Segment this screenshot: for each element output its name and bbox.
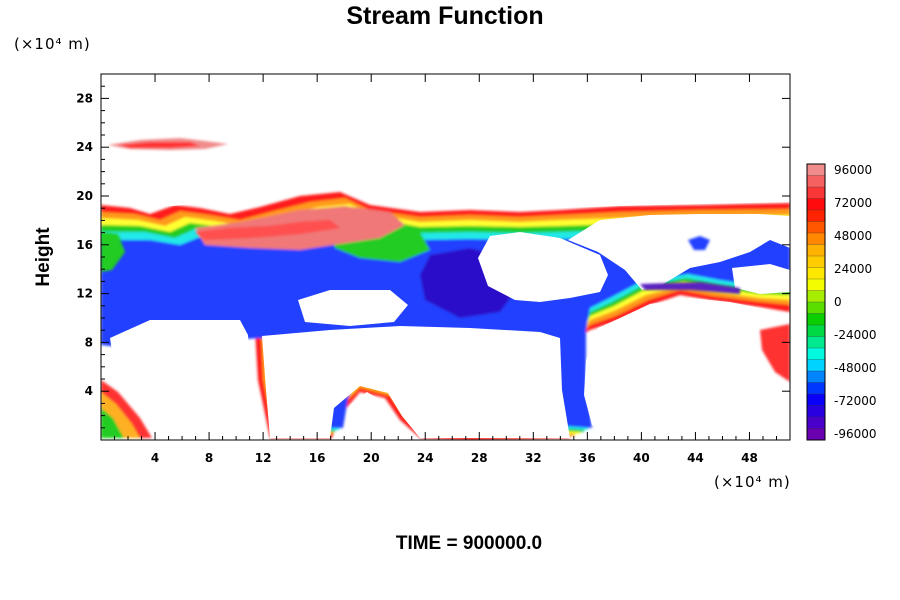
colorbar-level <box>806 221 826 234</box>
colorbar-level <box>806 232 826 245</box>
x-tick-label: 8 <box>205 451 213 465</box>
contour-purple-strip-mid <box>640 282 740 294</box>
contour-upper-red-streak <box>195 220 340 240</box>
y-tick-label: 8 <box>85 335 93 349</box>
x-axis: 4 8 12 16 20 24 28 32 36 40 44 48 <box>114 74 777 465</box>
time-footer: TIME = 900000.0 <box>396 533 542 554</box>
colorbar-level <box>806 405 826 418</box>
colorbar: 96000 72000 48000 24000 0 -24000 -48000 -72000 -… <box>806 163 877 441</box>
contour-band-blue <box>101 223 790 428</box>
colorbar-level <box>806 175 826 188</box>
colorbar-label: -96000 <box>834 427 877 441</box>
void-right-upper-bubble <box>568 214 790 290</box>
colorbar-level <box>806 198 826 211</box>
colorbar-level <box>806 324 826 337</box>
colorbar-level <box>806 244 826 257</box>
y-unit-label: (×10⁴ m) <box>14 35 91 53</box>
colorbar-level <box>806 278 826 291</box>
colorbar-level <box>806 186 826 199</box>
void-left-lower <box>110 320 252 438</box>
void-center-pocket <box>343 392 394 438</box>
colorbar-level <box>806 290 826 303</box>
colorbar-level <box>806 267 826 280</box>
colorbar-level <box>806 370 826 383</box>
colorbar-level <box>806 347 826 360</box>
colorbar-level <box>806 359 826 372</box>
colorbar-level <box>806 336 826 349</box>
contour-red-lobe-right <box>760 324 790 382</box>
colorbar-label: 96000 <box>834 163 872 177</box>
colorbar-label: -48000 <box>834 361 877 375</box>
colorbar-level <box>806 416 826 429</box>
y-tick-label: 28 <box>76 91 93 105</box>
y-axis-title: Height <box>33 227 54 287</box>
void-left-pocket <box>298 290 408 326</box>
x-tick-label: 28 <box>471 451 488 465</box>
x-tick-label: 16 <box>309 451 326 465</box>
colorbar-label: -24000 <box>834 328 877 342</box>
colorbar-level <box>806 313 826 326</box>
y-tick-label: 4 <box>85 384 93 398</box>
colorbar-label: 72000 <box>834 196 872 210</box>
white-voids <box>101 74 790 438</box>
x-tick-label: 12 <box>255 451 272 465</box>
void-upper-region <box>101 74 790 210</box>
colorbar-frame <box>806 163 826 441</box>
chart-title: Stream Function <box>346 2 543 30</box>
x-unit-label: (×10⁴ m) <box>714 473 791 491</box>
y-tick-label: 16 <box>76 238 93 252</box>
colorbar-level <box>806 209 826 222</box>
y-tick-label: 24 <box>76 140 93 154</box>
void-center-lower <box>262 326 570 438</box>
y-tick-label: 20 <box>76 189 93 203</box>
y-tick-label: 12 <box>76 287 93 301</box>
colorbar-level <box>806 163 826 176</box>
stream-function-field <box>101 74 790 440</box>
colorbar-level <box>806 382 826 395</box>
contour-left-corner-green <box>101 408 124 438</box>
colorbar-label: 48000 <box>834 229 872 243</box>
void-right-lobe <box>732 264 790 294</box>
x-tick-label: 20 <box>363 451 380 465</box>
colorbar-label: -72000 <box>834 394 877 408</box>
x-tick-label: 32 <box>525 451 542 465</box>
void-right-lower <box>584 298 790 436</box>
contour-upper-red-patch <box>118 142 200 148</box>
contour-left-edge-green <box>101 232 125 272</box>
colorbar-label: 0 <box>834 295 842 309</box>
x-tick-label: 36 <box>579 451 596 465</box>
x-tick-label: 24 <box>417 451 434 465</box>
x-tick-label: 48 <box>741 451 758 465</box>
y-axis: 4 8 12 16 20 24 28 <box>76 85 790 429</box>
colorbar-label: 24000 <box>834 262 872 276</box>
x-tick-label: 40 <box>633 451 650 465</box>
colorbar-level <box>806 255 826 268</box>
void-mid-upper-bubble <box>478 232 608 302</box>
colorbar-level <box>806 301 826 314</box>
contour-blue-patch-right <box>688 236 710 250</box>
x-tick-label: 4 <box>151 451 159 465</box>
colorbar-level <box>806 428 826 441</box>
colorbar-level <box>806 393 826 406</box>
x-tick-label: 44 <box>687 451 704 465</box>
